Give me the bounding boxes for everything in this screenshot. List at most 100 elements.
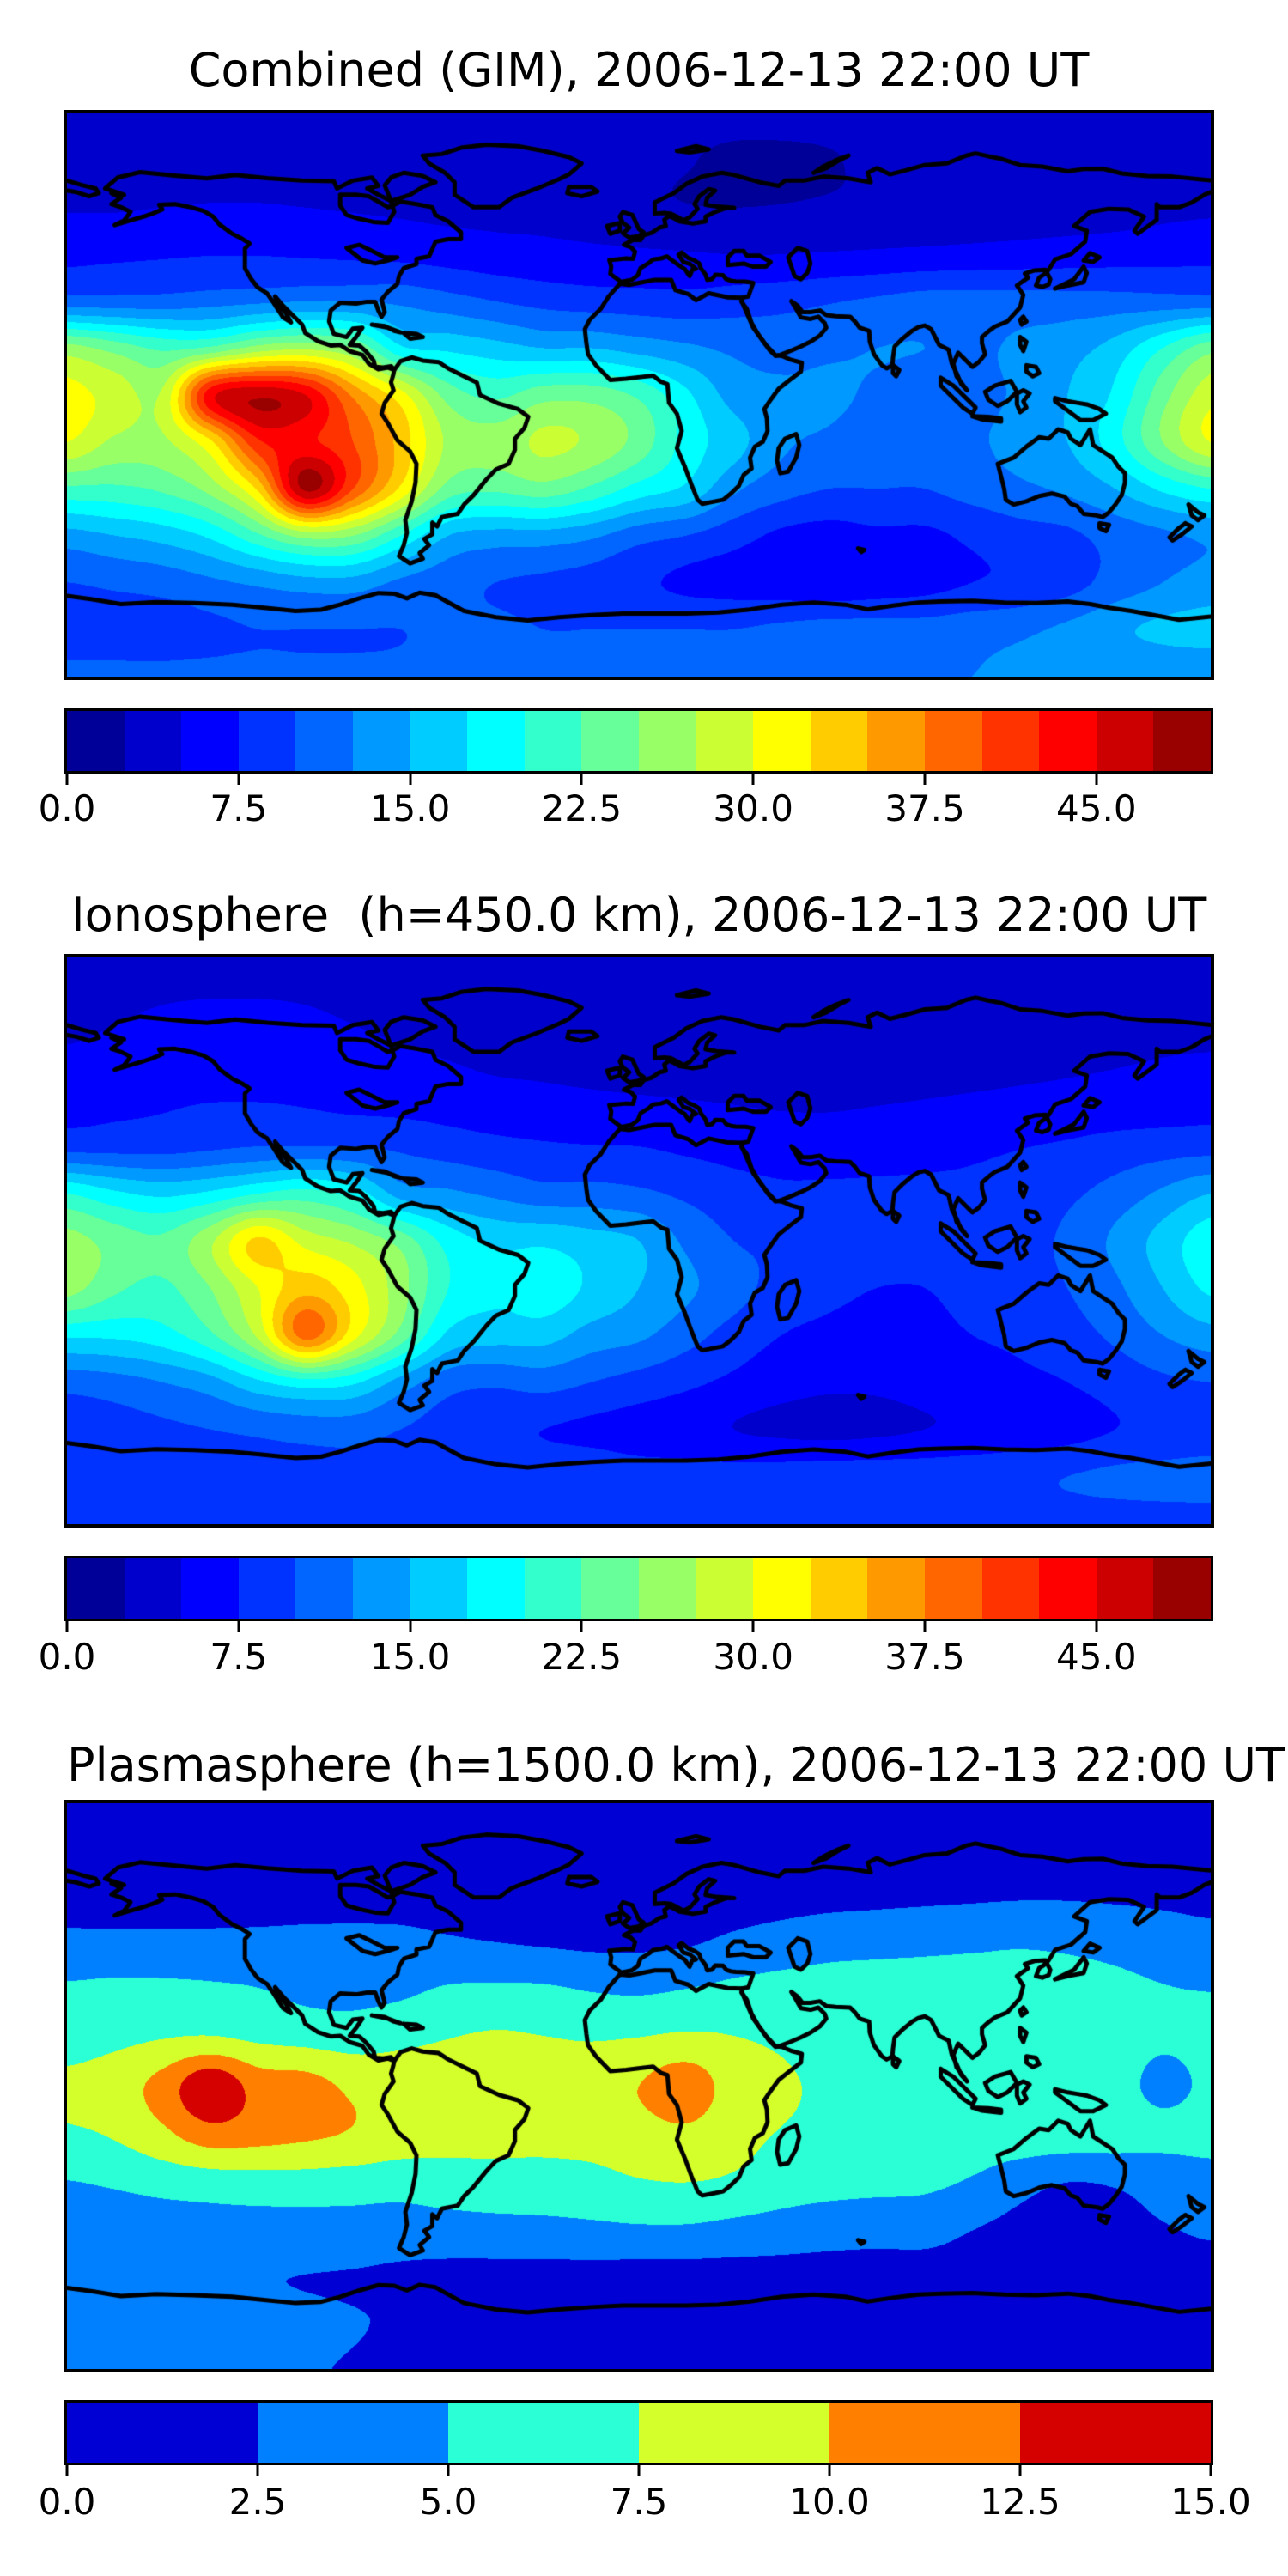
- colorbar-segment: [810, 1558, 868, 1619]
- contour-map-canvas-combined: [67, 113, 1211, 677]
- colorbar-tick-label: 22.5: [541, 1636, 623, 1678]
- colorbar-tick-label: 30.0: [713, 787, 793, 829]
- colorbar-segment: [467, 711, 525, 771]
- colorbar-segment: [67, 1558, 125, 1619]
- colorbar-segment: [410, 711, 468, 771]
- colorbar-tick-label: 15.0: [369, 787, 451, 829]
- colorbar-segment: [181, 1558, 239, 1619]
- colorbar-tick-label: 45.0: [1056, 787, 1137, 829]
- colorbar-tick-label: 10.0: [789, 2481, 870, 2523]
- colorbar-tick: [237, 1619, 240, 1632]
- colorbar-plasmasphere: [64, 2400, 1213, 2465]
- colorbar-tick: [409, 1619, 412, 1632]
- colorbar-segment: [1153, 1558, 1211, 1619]
- colorbar-ticks-ionosphere: [65, 1619, 1211, 1632]
- colorbar-tick-label: 2.5: [228, 2481, 287, 2523]
- panel-title-ionosphere: Ionosphere (h=450.0 km), 2006-12-13 22:0…: [70, 888, 1207, 942]
- colorbar-tick: [923, 1619, 927, 1632]
- colorbar-labels-ionosphere: 0.0 7.5 15.0 22.5 30.0 37.5 45.0: [39, 1636, 1211, 1680]
- colorbar-tick-label: 0.0: [38, 1636, 96, 1678]
- colorbar-tick-label: 12.5: [980, 2481, 1060, 2523]
- colorbar-segment: [238, 711, 296, 771]
- colorbar-segment: [924, 711, 982, 771]
- colorbar-tick: [237, 771, 240, 785]
- colorbar-tick-label: 30.0: [713, 1636, 793, 1678]
- colorbar-segment: [829, 2403, 1020, 2463]
- colorbar-tick: [1095, 771, 1098, 785]
- colorbar-tick: [447, 2463, 450, 2476]
- colorbar-tick-label: 45.0: [1056, 1636, 1137, 1678]
- colorbar-segment: [867, 711, 925, 771]
- contour-map-canvas-ionosphere: [67, 957, 1211, 1524]
- colorbar-segment: [638, 711, 696, 771]
- colorbar-tick: [751, 1619, 755, 1632]
- panel-title-combined: Combined (GIM), 2006-12-13 22:00 UT: [188, 43, 1090, 97]
- map-axes-plasmasphere: [64, 1800, 1214, 2372]
- colorbar-segment: [753, 711, 811, 771]
- colorbar-tick-label: 7.5: [210, 787, 268, 829]
- colorbar-segment: [467, 1558, 525, 1619]
- colorbar-tick-label: 5.0: [419, 2481, 477, 2523]
- colorbar-ticks-combined: [65, 771, 1211, 785]
- colorbar-segment: [352, 711, 410, 771]
- colorbar-segment: [696, 711, 754, 771]
- colorbar-segment: [67, 711, 125, 771]
- colorbar-segment: [238, 1558, 296, 1619]
- colorbar-segment: [352, 1558, 410, 1619]
- colorbar-tick: [256, 2463, 259, 2476]
- colorbar-segment: [867, 1558, 925, 1619]
- colorbar-labels-combined: 0.0 7.5 15.0 22.5 30.0 37.5 45.0: [39, 787, 1211, 831]
- colorbar-labels-plasmasphere: 0.0 2.5 5.0 7.5 10.0 12.5 15.0: [39, 2481, 1251, 2524]
- colorbar-segment: [581, 1558, 639, 1619]
- map-axes-ionosphere: [64, 954, 1214, 1528]
- colorbar-tick-label: 15.0: [1170, 2481, 1251, 2523]
- colorbar-tick: [751, 771, 755, 785]
- colorbar-segment: [753, 1558, 811, 1619]
- colorbar-segment: [1020, 2403, 1211, 2463]
- colorbar-combined: [64, 708, 1213, 774]
- colorbar-tick: [828, 2463, 831, 2476]
- colorbar-segment: [295, 1558, 353, 1619]
- colorbar-segment: [981, 1558, 1040, 1619]
- colorbar-segment: [981, 711, 1040, 771]
- colorbar-tick: [923, 771, 927, 785]
- colorbar-tick-label: 0.0: [38, 787, 96, 829]
- colorbar-segment: [581, 711, 639, 771]
- colorbar-tick-label: 22.5: [541, 787, 623, 829]
- colorbar-segment: [638, 1558, 696, 1619]
- colorbar-segment: [295, 711, 353, 771]
- colorbar-tick-label: 15.0: [369, 1636, 451, 1678]
- colorbar-ionosphere: [64, 1556, 1213, 1621]
- colorbar-tick: [1209, 2463, 1212, 2476]
- contour-map-canvas-plasmasphere: [67, 1803, 1211, 2369]
- colorbar-segment: [181, 711, 239, 771]
- colorbar-segment: [696, 1558, 754, 1619]
- colorbar-segment: [1153, 711, 1211, 771]
- colorbar-segment: [448, 2403, 639, 2463]
- colorbar-segment: [1096, 1558, 1154, 1619]
- colorbar-tick-label: 37.5: [884, 1636, 965, 1678]
- colorbar-tick: [65, 771, 69, 785]
- colorbar-segment: [1039, 711, 1097, 771]
- colorbar-segment: [524, 1558, 582, 1619]
- colorbar-tick-label: 37.5: [884, 787, 965, 829]
- colorbar-tick: [1095, 1619, 1098, 1632]
- colorbar-tick: [1018, 2463, 1022, 2476]
- colorbar-segment: [810, 711, 868, 771]
- colorbar-segment: [258, 2403, 448, 2463]
- colorbar-tick: [409, 771, 412, 785]
- colorbar-tick-label: 7.5: [610, 2481, 668, 2523]
- colorbar-segment: [410, 1558, 468, 1619]
- colorbar-segment: [1096, 711, 1154, 771]
- colorbar-tick: [580, 1619, 583, 1632]
- colorbar-tick: [65, 1619, 69, 1632]
- map-axes-combined: [64, 110, 1214, 680]
- panel-title-plasmasphere: Plasmasphere (h=1500.0 km), 2006-12-13 2…: [67, 1738, 1285, 1792]
- colorbar-segment: [67, 2403, 258, 2463]
- colorbar-tick: [637, 2463, 641, 2476]
- colorbar-tick: [580, 771, 583, 785]
- colorbar-ticks-plasmasphere: [65, 2463, 1212, 2476]
- colorbar-tick: [65, 2463, 69, 2476]
- colorbar-segment: [1039, 1558, 1097, 1619]
